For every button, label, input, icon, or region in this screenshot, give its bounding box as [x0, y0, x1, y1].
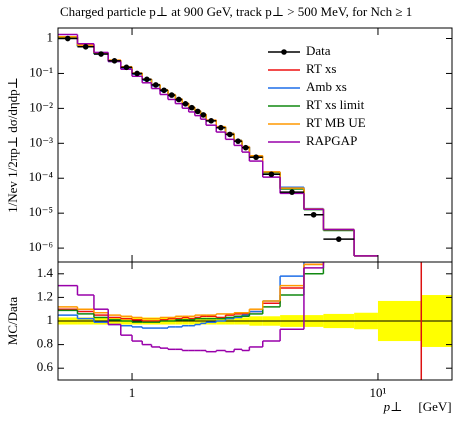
data-point [289, 189, 295, 195]
data-point [152, 82, 159, 88]
legend-label: Amb xs [306, 79, 347, 94]
legend-marker [281, 49, 287, 55]
legend-label: RT MB UE [306, 115, 366, 130]
y-tick-label: 0.8 [37, 336, 53, 351]
ratio-y-axis-label: MC/Data [5, 297, 20, 346]
data-point [82, 43, 89, 50]
data-point [182, 101, 189, 107]
axes: 10⁻⁶ 10⁻⁵ 10⁻⁴ 10⁻³ 10⁻² 10⁻¹ 1 Data RT xs Amb xs… [29, 28, 452, 400]
ratio-plot-area [58, 262, 452, 353]
data-point [175, 96, 182, 103]
y-axis-label: 1/Nev 1/2πp⊥ dσ/dηdp⊥ [5, 77, 20, 213]
x-axis-unit: [GeV] [418, 399, 451, 414]
ratio-frame [57, 261, 453, 381]
y-tick-label: 1.2 [37, 288, 53, 303]
data-point [168, 92, 175, 98]
data-point [144, 76, 150, 83]
x-axis-label: p⊥ [383, 399, 403, 414]
x-tick-label: 1 [129, 385, 136, 400]
data-point [268, 171, 275, 178]
legend-label: RT xs [306, 61, 336, 76]
data-point [111, 58, 118, 64]
y-tick-label: 1.4 [37, 265, 54, 280]
data-point [335, 236, 342, 242]
y-tick-label: 10⁻³ [29, 134, 53, 149]
data-point [188, 104, 195, 111]
data-point [363, 264, 369, 270]
data-point [253, 154, 259, 161]
main-frame [57, 27, 453, 263]
data-point [235, 138, 241, 144]
x-tick-label: 10¹ [370, 385, 387, 400]
y-tick-label: 10⁻¹ [29, 64, 53, 79]
y-tick-label: 1 [47, 29, 54, 44]
chart-title: Charged particle p⊥ at 900 GeV, track p⊥… [60, 4, 412, 19]
data-point [64, 35, 71, 42]
y-tick-label: 0.6 [37, 359, 54, 374]
data-point [208, 118, 214, 124]
data-point [242, 144, 249, 151]
y-tick-label: 10⁻² [29, 99, 53, 114]
y-tick-label: 10⁻⁴ [29, 169, 54, 184]
data-point [98, 51, 104, 57]
data-point [227, 131, 233, 138]
legend-label: Data [306, 43, 331, 58]
data-point [218, 124, 224, 131]
y-tick-label: 10⁻⁵ [29, 204, 53, 219]
y-tick-label: 1 [47, 312, 54, 327]
legend-label: RAPGAP [306, 133, 357, 148]
data-point [310, 211, 317, 218]
y-tick-label: 10⁻⁶ [29, 239, 53, 254]
data-point [123, 64, 130, 71]
data-point [200, 112, 207, 118]
data-point [194, 108, 201, 115]
main-plot-area [58, 33, 378, 270]
data-point [134, 70, 140, 77]
legend-label: RT xs limit [306, 97, 365, 112]
data-point [161, 87, 167, 94]
